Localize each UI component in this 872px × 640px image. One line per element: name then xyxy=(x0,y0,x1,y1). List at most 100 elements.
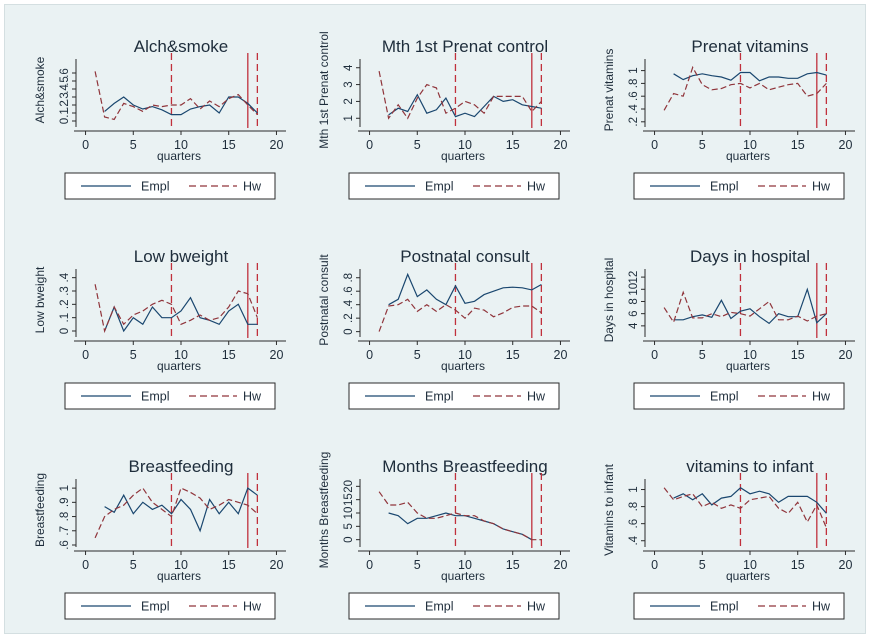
x-tick-label: 15 xyxy=(791,348,805,362)
series-line-hw xyxy=(94,487,258,539)
legend-box xyxy=(348,172,560,200)
x-tick-label: 15 xyxy=(222,138,236,152)
series-line-hw xyxy=(663,487,827,529)
x-tick-label: 0 xyxy=(82,558,89,572)
legend-label-empl: Empl xyxy=(425,600,453,614)
y-tick-label: 4 xyxy=(343,64,355,71)
x-axis-label: quarters xyxy=(726,569,770,583)
x-axis-label: quarters xyxy=(157,359,201,373)
y-axis-label: Low bweight xyxy=(33,266,47,333)
panel-3: Prenat vitamins 0 5 10 15 20 quarters .2 .4 .6 .8 1… xyxy=(602,37,855,200)
x-axis-label: quarters xyxy=(726,149,770,163)
y-tick-label: .9 xyxy=(59,498,71,508)
x-axis-label: quarters xyxy=(441,149,485,163)
panel-title: vitamins to infant xyxy=(686,457,814,476)
y-axis-label: Vitamins to infant xyxy=(602,463,616,555)
y-tick-label: .8 xyxy=(628,79,640,89)
x-tick-label: 5 xyxy=(130,558,137,572)
legend-label-empl: Empl xyxy=(710,600,738,614)
y-axis-label: Breastfeeding xyxy=(33,473,47,547)
panel-2: Mth 1st Prenat control 0 5 10 15 20 quarters 1 2… xyxy=(317,31,570,200)
x-tick-label: 0 xyxy=(366,138,373,152)
panel-title: Low bweight xyxy=(134,247,229,266)
x-tick-label: 0 xyxy=(366,558,373,572)
y-tick-label: 5 xyxy=(343,523,355,529)
panel-title: Alch&smoke xyxy=(134,37,228,56)
x-tick-label: 15 xyxy=(506,558,520,572)
series-line-hw xyxy=(663,65,827,111)
x-tick-label: 0 xyxy=(82,348,89,362)
y-tick-label: .1 xyxy=(59,108,71,118)
y-tick-label: 6 xyxy=(628,310,640,316)
y-tick-label: .6 xyxy=(628,91,640,101)
x-tick-label: 20 xyxy=(270,558,284,572)
legend-label-empl: Empl xyxy=(710,180,738,194)
x-tick-label: 20 xyxy=(554,348,568,362)
legend-label-empl: Empl xyxy=(141,600,169,614)
y-tick-label: .2 xyxy=(59,300,71,310)
x-tick-label: 10 xyxy=(458,138,472,152)
y-tick-label: .7 xyxy=(59,526,71,536)
series-line-empl xyxy=(104,487,258,533)
x-tick-label: 5 xyxy=(130,348,137,362)
legend-label-hw: Hw xyxy=(243,600,262,614)
series-line-empl xyxy=(104,96,258,116)
x-tick-label: 5 xyxy=(699,348,706,362)
y-axis-label: Mth 1st Prenat control xyxy=(317,31,331,148)
y-axis-label: Days in hospital xyxy=(602,258,616,343)
y-tick-label: .2 xyxy=(59,100,71,110)
x-axis-label: quarters xyxy=(157,149,201,163)
series-line-empl xyxy=(388,272,542,306)
y-tick-label: .4 xyxy=(59,84,71,94)
x-tick-label: 0 xyxy=(651,348,658,362)
x-tick-label: 20 xyxy=(270,138,284,152)
series-line-empl xyxy=(673,287,827,325)
y-tick-label: 2 xyxy=(343,98,355,104)
x-tick-label: 5 xyxy=(130,138,137,152)
y-tick-label: 0 xyxy=(59,118,71,124)
y-tick-label: .4 xyxy=(628,535,640,545)
x-tick-label: 15 xyxy=(222,558,236,572)
series-line-hw xyxy=(94,71,258,121)
y-axis-label: Months Breastfeeding xyxy=(317,452,331,569)
x-tick-label: 5 xyxy=(414,348,421,362)
x-tick-label: 20 xyxy=(839,138,853,152)
x-tick-label: 10 xyxy=(174,348,188,362)
panel-title: Prenat vitamins xyxy=(691,37,808,56)
y-tick-label: 12 xyxy=(628,271,640,284)
series-line-hw xyxy=(378,491,542,541)
y-tick-label: 0 xyxy=(343,536,355,542)
legend-label-empl: Empl xyxy=(425,390,453,404)
y-tick-label: .6 xyxy=(59,68,71,78)
x-tick-label: 10 xyxy=(458,558,472,572)
legend-label-hw: Hw xyxy=(243,180,262,194)
legend-label-hw: Hw xyxy=(812,600,831,614)
y-tick-label: .2 xyxy=(628,117,640,127)
y-axis-label: Postnatal consult xyxy=(317,254,331,346)
x-axis-label: quarters xyxy=(157,569,201,583)
y-tick-label: .6 xyxy=(59,540,71,550)
y-tick-label: .8 xyxy=(628,502,640,512)
legend-label-hw: Hw xyxy=(527,390,546,404)
y-tick-label: .4 xyxy=(343,299,355,309)
x-tick-label: 0 xyxy=(651,558,658,572)
y-tick-label: .5 xyxy=(59,76,71,86)
y-tick-label: .8 xyxy=(343,273,355,283)
series-line-hw xyxy=(378,70,542,120)
series-line-empl xyxy=(104,296,258,333)
x-tick-label: 10 xyxy=(174,138,188,152)
y-tick-label: 0 xyxy=(343,328,355,334)
x-tick-label: 10 xyxy=(174,558,188,572)
y-tick-label: 4 xyxy=(628,322,640,329)
panel-title: Days in hospital xyxy=(690,247,810,266)
legend-label-hw: Hw xyxy=(527,600,546,614)
y-tick-label: .3 xyxy=(59,92,71,102)
panel-title: Breastfeeding xyxy=(129,457,234,476)
y-tick-label: .6 xyxy=(343,286,355,296)
x-tick-label: 20 xyxy=(839,348,853,362)
x-axis-label: quarters xyxy=(441,569,485,583)
x-tick-label: 15 xyxy=(791,558,805,572)
y-tick-label: 10 xyxy=(343,507,355,520)
y-tick-label: .2 xyxy=(343,313,355,323)
